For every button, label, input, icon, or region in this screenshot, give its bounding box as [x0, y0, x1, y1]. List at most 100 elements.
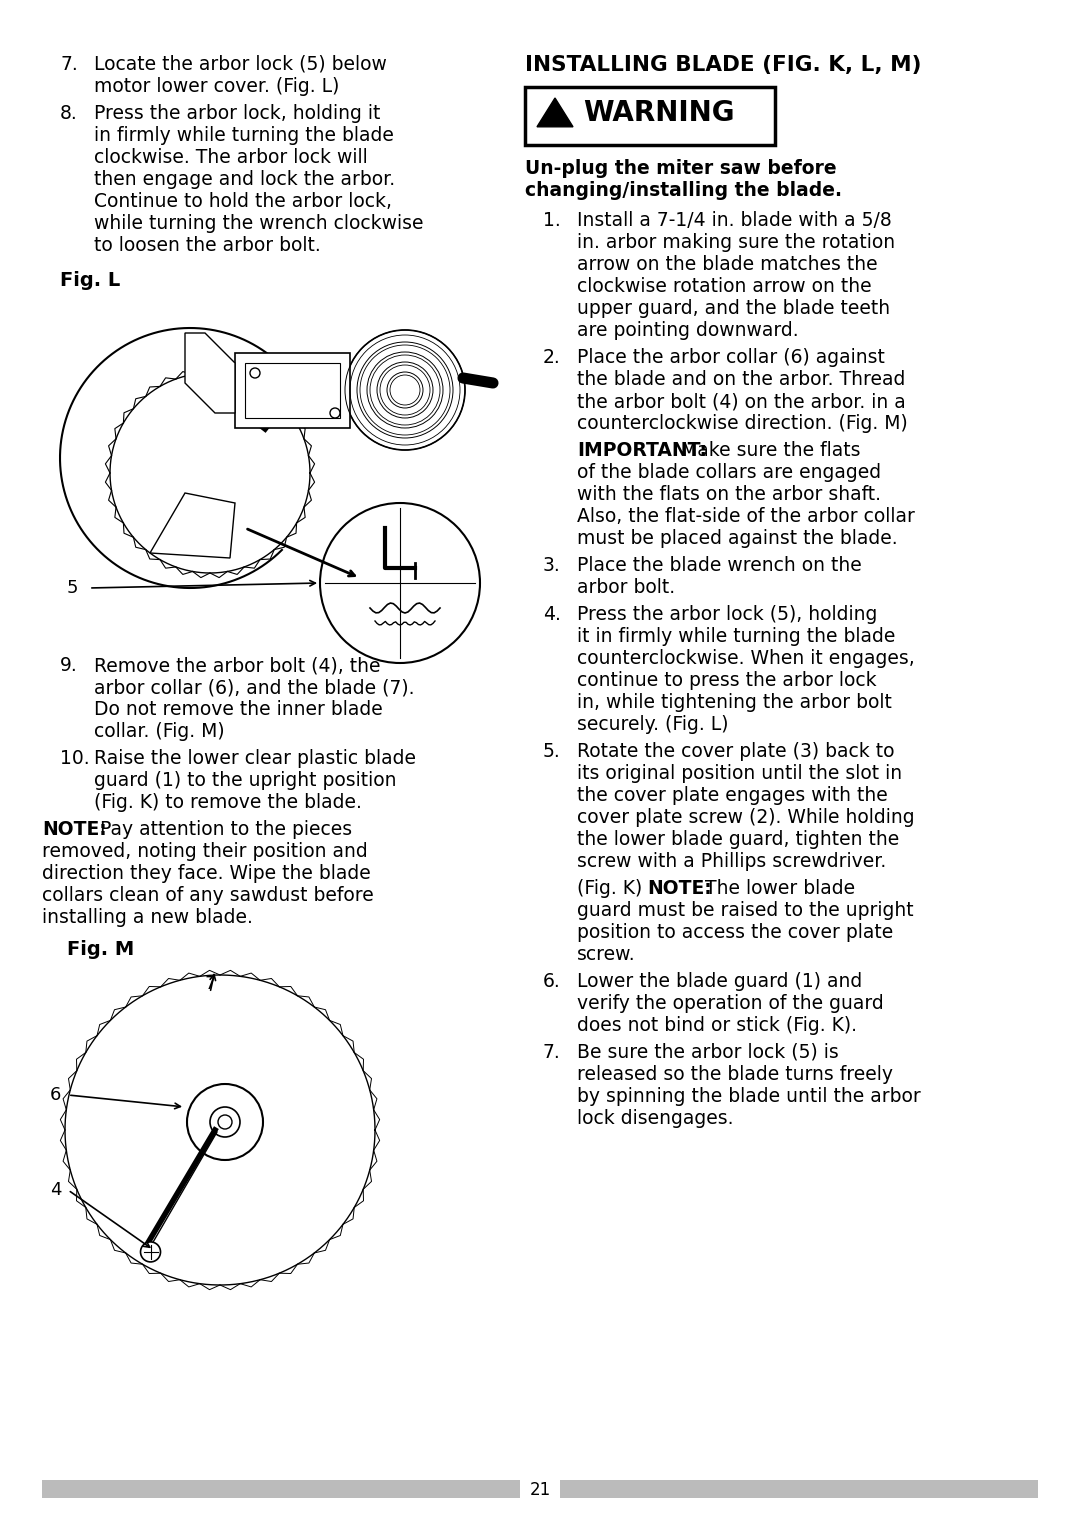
- Bar: [245, 363, 340, 418]
- Text: counterclockwise. When it engages,: counterclockwise. When it engages,: [577, 650, 915, 668]
- Circle shape: [187, 1085, 264, 1160]
- Text: released so the blade turns freely: released so the blade turns freely: [577, 1065, 893, 1085]
- Text: arbor bolt.: arbor bolt.: [577, 578, 675, 597]
- Polygon shape: [537, 98, 573, 127]
- Text: arrow on the blade matches the: arrow on the blade matches the: [577, 254, 878, 274]
- Text: position to access the cover plate: position to access the cover plate: [577, 922, 893, 942]
- Text: 3.: 3.: [543, 556, 561, 574]
- Text: NOTE:: NOTE:: [42, 820, 107, 840]
- Text: 7.: 7.: [60, 55, 78, 74]
- Text: Fig. L: Fig. L: [60, 271, 120, 290]
- Text: then engage and lock the arbor.: then engage and lock the arbor.: [94, 170, 395, 188]
- Circle shape: [111, 374, 309, 571]
- Text: 5.: 5.: [543, 741, 561, 761]
- Text: 4: 4: [50, 1181, 62, 1200]
- Text: the cover plate engages with the: the cover plate engages with the: [577, 786, 888, 804]
- Text: 7: 7: [205, 974, 216, 993]
- Text: with the flats on the arbor shaft.: with the flats on the arbor shaft.: [577, 486, 881, 504]
- Circle shape: [66, 976, 374, 1284]
- Bar: [42, 1480, 519, 1498]
- Text: are pointing downward.: are pointing downward.: [577, 322, 798, 340]
- Text: in. arbor making sure the rotation: in. arbor making sure the rotation: [577, 233, 895, 251]
- Text: Install a 7-1/4 in. blade with a 5/8: Install a 7-1/4 in. blade with a 5/8: [577, 211, 892, 230]
- Text: by spinning the blade until the arbor: by spinning the blade until the arbor: [577, 1088, 921, 1106]
- Text: counterclockwise direction. (Fig. M): counterclockwise direction. (Fig. M): [577, 414, 908, 434]
- Text: Place the blade wrench on the: Place the blade wrench on the: [577, 556, 862, 574]
- Text: !: !: [551, 106, 559, 123]
- Text: to loosen the arbor bolt.: to loosen the arbor bolt.: [94, 236, 321, 254]
- Text: 8.: 8.: [60, 104, 78, 123]
- Text: collars clean of any sawdust before: collars clean of any sawdust before: [42, 885, 374, 905]
- Text: the lower blade guard, tighten the: the lower blade guard, tighten the: [577, 830, 900, 849]
- Text: Remove the arbor bolt (4), the: Remove the arbor bolt (4), the: [94, 656, 380, 676]
- Text: Press the arbor lock, holding it: Press the arbor lock, holding it: [94, 104, 380, 123]
- Text: continue to press the arbor lock: continue to press the arbor lock: [577, 671, 877, 689]
- Text: NOTE:: NOTE:: [647, 879, 712, 898]
- Text: clockwise. The arbor lock will: clockwise. The arbor lock will: [94, 149, 368, 167]
- Polygon shape: [150, 493, 235, 558]
- Text: it in firmly while turning the blade: it in firmly while turning the blade: [577, 627, 895, 647]
- Text: Raise the lower clear plastic blade: Raise the lower clear plastic blade: [94, 749, 416, 768]
- Text: in firmly while turning the blade: in firmly while turning the blade: [94, 126, 394, 146]
- Text: direction they face. Wipe the blade: direction they face. Wipe the blade: [42, 864, 370, 882]
- Text: (Fig. K) to remove the blade.: (Fig. K) to remove the blade.: [94, 794, 362, 812]
- Circle shape: [320, 502, 480, 663]
- Text: (Fig. K): (Fig. K): [577, 879, 648, 898]
- Text: securely. (Fig. L): securely. (Fig. L): [577, 715, 729, 734]
- Text: motor lower cover. (Fig. L): motor lower cover. (Fig. L): [94, 77, 339, 97]
- Text: cover plate screw (2). While holding: cover plate screw (2). While holding: [577, 807, 915, 827]
- Text: Pay attention to the pieces: Pay attention to the pieces: [94, 820, 352, 840]
- Text: 21: 21: [529, 1481, 551, 1498]
- Text: Un-plug the miter saw before: Un-plug the miter saw before: [525, 159, 837, 178]
- Text: 7.: 7.: [543, 1043, 561, 1062]
- Text: Place the arbor collar (6) against: Place the arbor collar (6) against: [577, 348, 885, 368]
- Text: while turning the wrench clockwise: while turning the wrench clockwise: [94, 214, 423, 233]
- Text: Also, the flat-side of the arbor collar: Also, the flat-side of the arbor collar: [577, 507, 915, 525]
- Text: removed, noting their position and: removed, noting their position and: [42, 843, 368, 861]
- Text: INSTALLING BLADE (FIG. K, L, M): INSTALLING BLADE (FIG. K, L, M): [525, 55, 921, 75]
- Text: 6: 6: [50, 1086, 62, 1105]
- Text: WARNING: WARNING: [583, 100, 734, 127]
- Text: 10.: 10.: [60, 749, 90, 768]
- Text: Do not remove the inner blade: Do not remove the inner blade: [94, 700, 382, 719]
- Bar: [561, 1480, 1038, 1498]
- Text: 2.: 2.: [543, 348, 561, 368]
- Text: Lower the blade guard (1) and: Lower the blade guard (1) and: [577, 971, 862, 991]
- Text: 9.: 9.: [60, 656, 78, 676]
- Text: verify the operation of the guard: verify the operation of the guard: [577, 994, 883, 1013]
- Bar: [235, 352, 350, 427]
- Text: clockwise rotation arrow on the: clockwise rotation arrow on the: [577, 277, 872, 296]
- Text: lock disengages.: lock disengages.: [577, 1109, 733, 1128]
- Text: 6.: 6.: [543, 971, 561, 991]
- Text: screw with a Phillips screwdriver.: screw with a Phillips screwdriver.: [577, 852, 887, 872]
- Text: 5: 5: [67, 579, 79, 597]
- Text: Rotate the cover plate (3) back to: Rotate the cover plate (3) back to: [577, 741, 894, 761]
- Text: Fig. M: Fig. M: [67, 941, 134, 959]
- Text: Be sure the arbor lock (5) is: Be sure the arbor lock (5) is: [577, 1043, 839, 1062]
- Text: collar. (Fig. M): collar. (Fig. M): [94, 722, 225, 741]
- Text: does not bind or stick (Fig. K).: does not bind or stick (Fig. K).: [577, 1016, 858, 1036]
- Text: arbor collar (6), and the blade (7).: arbor collar (6), and the blade (7).: [94, 679, 415, 697]
- Text: Make sure the flats: Make sure the flats: [675, 441, 861, 460]
- Circle shape: [345, 329, 465, 450]
- Text: screw.: screw.: [577, 945, 636, 964]
- Text: installing a new blade.: installing a new blade.: [42, 908, 253, 927]
- Text: guard must be raised to the upright: guard must be raised to the upright: [577, 901, 914, 921]
- Text: its original position until the slot in: its original position until the slot in: [577, 764, 902, 783]
- Text: IMPORTANT:: IMPORTANT:: [577, 441, 707, 460]
- Text: guard (1) to the upright position: guard (1) to the upright position: [94, 771, 396, 791]
- Text: upper guard, and the blade teeth: upper guard, and the blade teeth: [577, 299, 890, 319]
- Text: Continue to hold the arbor lock,: Continue to hold the arbor lock,: [94, 192, 392, 211]
- Text: Locate the arbor lock (5) below: Locate the arbor lock (5) below: [94, 55, 387, 74]
- Text: 4.: 4.: [543, 605, 561, 624]
- Bar: [525, 87, 775, 146]
- Text: 1.: 1.: [543, 211, 561, 230]
- Text: must be placed against the blade.: must be placed against the blade.: [577, 529, 897, 548]
- Circle shape: [140, 1242, 161, 1262]
- Text: The lower blade: The lower blade: [699, 879, 855, 898]
- Text: changing/installing the blade.: changing/installing the blade.: [525, 181, 842, 201]
- Text: Press the arbor lock (5), holding: Press the arbor lock (5), holding: [577, 605, 877, 624]
- Polygon shape: [185, 332, 235, 414]
- Text: the arbor bolt (4) on the arbor. in a: the arbor bolt (4) on the arbor. in a: [577, 392, 906, 411]
- Text: in, while tightening the arbor bolt: in, while tightening the arbor bolt: [577, 692, 892, 712]
